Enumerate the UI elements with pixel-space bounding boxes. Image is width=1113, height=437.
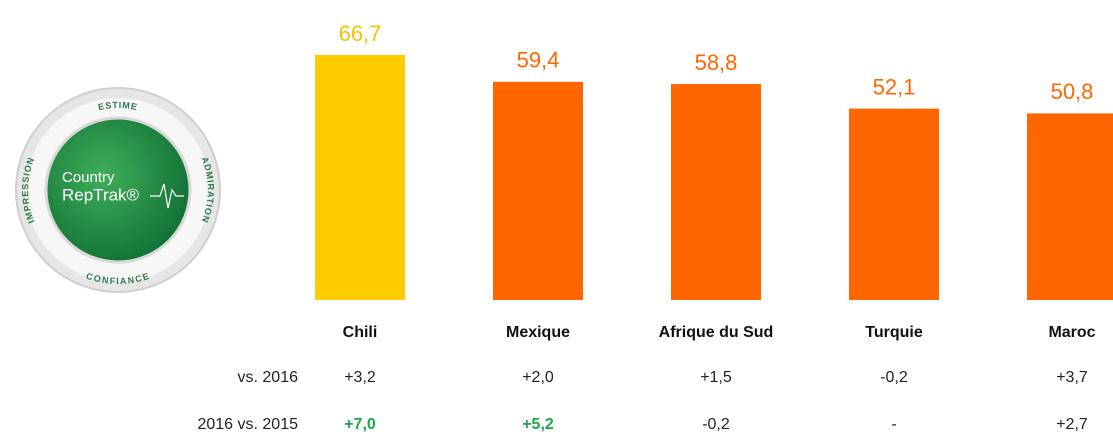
category-label: Chili (343, 324, 378, 341)
value-label: 52,1 (873, 74, 916, 99)
row-label: vs. 2016 (238, 369, 299, 386)
bar (849, 108, 939, 300)
logo-text: RepTrak® (62, 185, 140, 204)
logo-pulse (150, 183, 184, 209)
row-value: -0,2 (702, 416, 730, 433)
row-value: +5,2 (522, 416, 554, 433)
value-label: 59,4 (517, 48, 560, 73)
row-value: +2,7 (1056, 416, 1088, 433)
logo-disc (44, 116, 192, 264)
logo: ESTIME CONFIANCE IMPRESSION ADMIRATION C… (15, 87, 221, 293)
row-value: +3,2 (344, 369, 376, 386)
value-label: 66,7 (339, 21, 382, 46)
row-label: 2016 vs. 2015 (197, 416, 298, 433)
logo-text: Country (62, 169, 115, 186)
logo-word: ESTIME (97, 100, 138, 112)
bar (1027, 113, 1113, 301)
row-value: +1,5 (700, 369, 732, 386)
category-label: Maroc (1048, 324, 1095, 341)
row-value: +3,7 (1056, 369, 1088, 386)
bar (671, 84, 761, 300)
row-value: - (891, 416, 896, 433)
category-label: Afrique du Sud (659, 324, 774, 341)
category-label: Mexique (506, 324, 570, 341)
logo-word: IMPRESSION (21, 156, 37, 225)
row-value: +7,0 (344, 416, 376, 433)
value-label: 58,8 (695, 50, 738, 75)
bar (315, 55, 405, 300)
category-label: Turquie (865, 324, 923, 341)
row-value: -0,2 (880, 369, 908, 386)
value-label: 50,8 (1051, 79, 1094, 104)
row-value: +2,0 (522, 369, 554, 386)
bar (493, 81, 583, 301)
